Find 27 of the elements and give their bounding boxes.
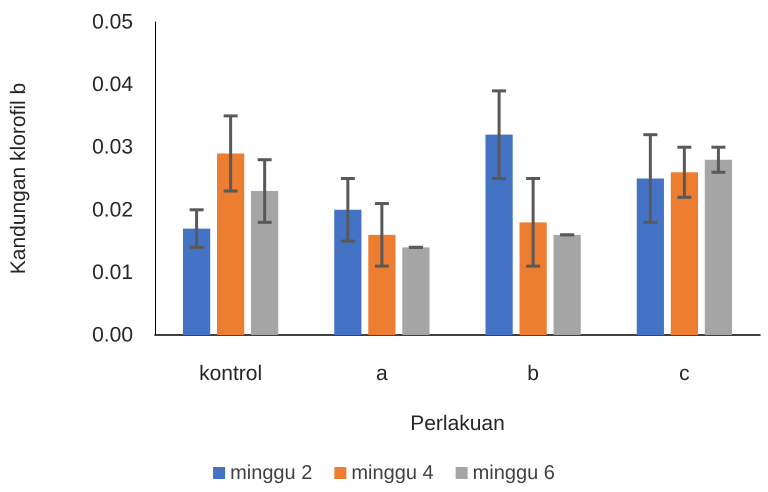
- x-axis-title: Perlakuan: [410, 412, 505, 435]
- y-tick-label: 0.04: [92, 73, 134, 96]
- bar: [334, 210, 362, 335]
- x-tick-label: kontrol: [199, 362, 262, 385]
- y-axis-title: Kandungan klorofil b: [7, 82, 30, 274]
- bar: [251, 191, 278, 335]
- bar: [636, 178, 664, 335]
- bar: [402, 247, 430, 335]
- y-tick-label: 0.00: [92, 324, 133, 346]
- x-tick-label: c: [679, 362, 690, 385]
- bar: [217, 153, 244, 335]
- legend-label: minggu 4: [351, 462, 434, 484]
- x-tick-label: b: [527, 362, 539, 385]
- bar: [554, 234, 581, 335]
- bar: [670, 172, 698, 335]
- bar: [182, 228, 210, 335]
- y-tick-label: 0.05: [92, 10, 133, 34]
- legend-label: minggu 2: [230, 462, 312, 484]
- legend-label: minggu 6: [472, 462, 555, 484]
- bar: [520, 222, 547, 335]
- bar: [368, 234, 396, 335]
- bar: [485, 134, 513, 335]
- y-tick-label: 0.03: [92, 136, 133, 159]
- x-tick-label: a: [376, 362, 388, 385]
- y-tick-label: 0.01: [92, 260, 133, 284]
- bar: [704, 160, 732, 335]
- y-tick-label: 0.02: [92, 198, 133, 222]
